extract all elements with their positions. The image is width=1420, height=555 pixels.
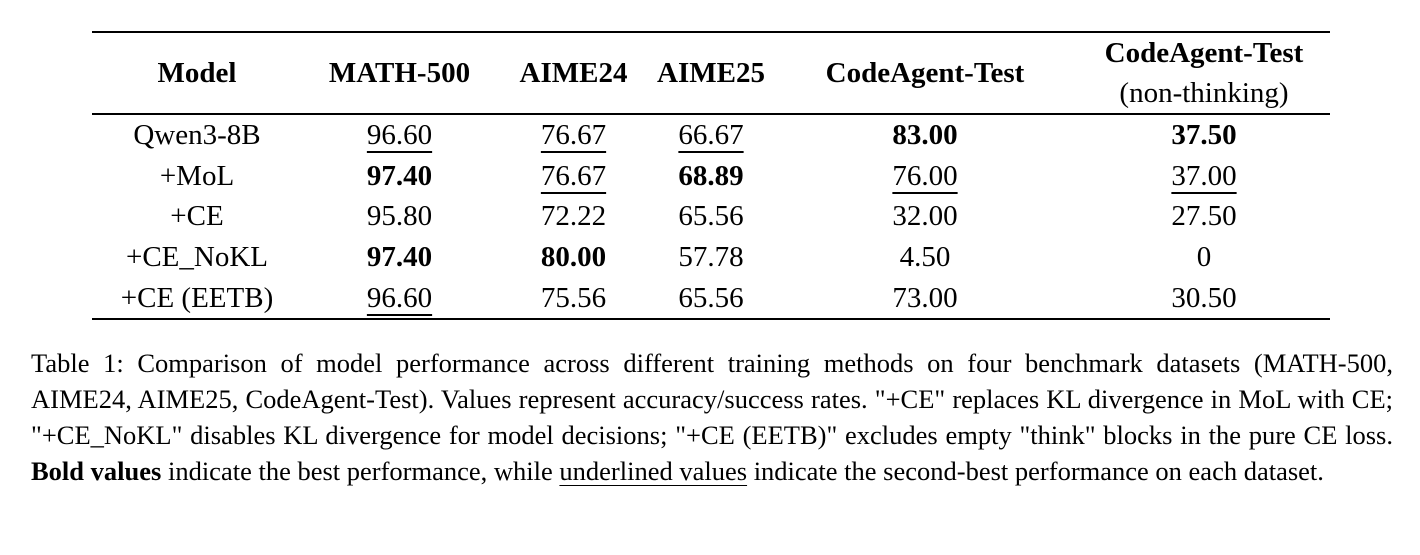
score-value: 97.40 (366, 241, 433, 274)
score-value: 0 (1196, 241, 1212, 274)
score-cell: 57.78 (650, 237, 772, 278)
score-value: 4.50 (899, 241, 951, 274)
score-value: 97.40 (366, 159, 433, 192)
score-cell: 37.50 (1078, 114, 1330, 156)
results-table: Model MATH-500 AIME24 AIME25 CodeAgent-T… (92, 31, 1330, 320)
model-name-cell: +CE (EETB) (92, 277, 302, 319)
results-table-container: Model MATH-500 AIME24 AIME25 CodeAgent-T… (92, 31, 1330, 320)
score-value: 65.56 (678, 281, 744, 314)
score-cell: 97.40 (302, 156, 497, 197)
score-value: 76.67 (540, 159, 607, 192)
column-header-codeagent-test: CodeAgent-Test (772, 32, 1078, 114)
column-header-model: Model (92, 32, 302, 114)
model-name-cell: Qwen3-8B (92, 114, 302, 156)
table-row: +CE 95.80 72.22 65.56 32.00 27.50 (92, 196, 1330, 237)
caption-text: Comparison of model performance across d… (31, 348, 1393, 450)
table-row: Qwen3-8B 96.60 76.67 66.67 83.00 37.50 (92, 114, 1330, 156)
column-header-label: Model (157, 57, 237, 89)
score-value: 30.50 (1171, 281, 1237, 314)
table-row: +MoL 97.40 76.67 68.89 76.00 37.00 (92, 156, 1330, 197)
score-value: 76.67 (540, 119, 607, 152)
table-row: +CE_NoKL 97.40 80.00 57.78 4.50 0 (92, 237, 1330, 278)
model-name-cell: +CE_NoKL (92, 237, 302, 278)
score-cell: 76.00 (772, 156, 1078, 197)
model-name: +CE_NoKL (125, 241, 268, 274)
score-value: 95.80 (366, 200, 433, 233)
table-body: Qwen3-8B 96.60 76.67 66.67 83.00 37.50 +MoL 97.… (92, 114, 1330, 319)
model-name: +MoL (159, 159, 235, 192)
column-header-math500: MATH-500 (302, 32, 497, 114)
score-value: 65.56 (678, 200, 744, 233)
header-row: Model MATH-500 AIME24 AIME25 CodeAgent-T… (92, 32, 1330, 114)
score-cell: 83.00 (772, 114, 1078, 156)
column-header-label: MATH-500 (328, 57, 471, 89)
model-name-cell: +CE (92, 196, 302, 237)
score-value: 75.56 (540, 281, 607, 314)
score-value: 37.50 (1171, 119, 1237, 152)
score-value: 96.60 (366, 281, 433, 314)
score-cell: 96.60 (302, 114, 497, 156)
score-cell: 72.22 (497, 196, 650, 237)
score-value: 73.00 (892, 281, 958, 314)
score-value: 68.89 (678, 159, 744, 192)
score-cell: 97.40 (302, 237, 497, 278)
score-cell: 27.50 (1078, 196, 1330, 237)
column-header-aime24: AIME24 (497, 32, 650, 114)
score-cell: 66.67 (650, 114, 772, 156)
table-row: +CE (EETB) 96.60 75.56 65.56 73.00 30.50 (92, 277, 1330, 319)
score-value: 57.78 (678, 241, 744, 274)
model-name: +CE (EETB) (120, 281, 274, 314)
score-cell: 73.00 (772, 277, 1078, 319)
caption-underline-phrase: underlined values (559, 456, 748, 486)
caption-text: indicate the second-best performance on … (747, 456, 1324, 486)
score-value: 76.00 (892, 159, 958, 192)
score-cell: 0 (1078, 237, 1330, 278)
model-name: Qwen3-8B (133, 119, 261, 152)
score-value: 32.00 (892, 200, 958, 233)
score-cell: 75.56 (497, 277, 650, 319)
table-header: Model MATH-500 AIME24 AIME25 CodeAgent-T… (92, 32, 1330, 114)
column-header-codeagent-test-nonthinking: CodeAgent-Test (non-thinking) (1078, 32, 1330, 114)
score-cell: 65.56 (650, 196, 772, 237)
score-value: 72.22 (540, 200, 607, 233)
score-cell: 30.50 (1078, 277, 1330, 319)
column-header-label: AIME24 (519, 57, 628, 89)
score-value: 83.00 (892, 119, 958, 152)
score-value: 37.00 (1171, 159, 1237, 192)
column-header-label: CodeAgent-Test (825, 57, 1025, 89)
score-cell: 65.56 (650, 277, 772, 319)
column-header-label: CodeAgent-Test (1104, 37, 1304, 69)
score-cell: 95.80 (302, 196, 497, 237)
score-value: 27.50 (1171, 200, 1237, 233)
score-value: 96.60 (366, 119, 433, 152)
caption-text: indicate the best performance, while (161, 456, 560, 486)
column-header-label: AIME25 (657, 57, 765, 89)
score-cell: 32.00 (772, 196, 1078, 237)
score-cell: 76.67 (497, 156, 650, 197)
score-cell: 37.00 (1078, 156, 1330, 197)
score-cell: 80.00 (497, 237, 650, 278)
score-cell: 96.60 (302, 277, 497, 319)
column-header-aime25: AIME25 (650, 32, 772, 114)
model-name: +CE (170, 200, 224, 233)
score-value: 66.67 (678, 119, 744, 152)
caption-bold-phrase: Bold values (31, 456, 162, 486)
score-cell: 4.50 (772, 237, 1078, 278)
score-cell: 76.67 (497, 114, 650, 156)
model-name-cell: +MoL (92, 156, 302, 197)
caption-label: Table 1: (31, 348, 124, 378)
table-caption: Table 1: Comparison of model performance… (31, 345, 1393, 489)
score-value: 80.00 (540, 241, 607, 274)
column-header-sublabel: (non-thinking) (1119, 77, 1289, 109)
score-cell: 68.89 (650, 156, 772, 197)
